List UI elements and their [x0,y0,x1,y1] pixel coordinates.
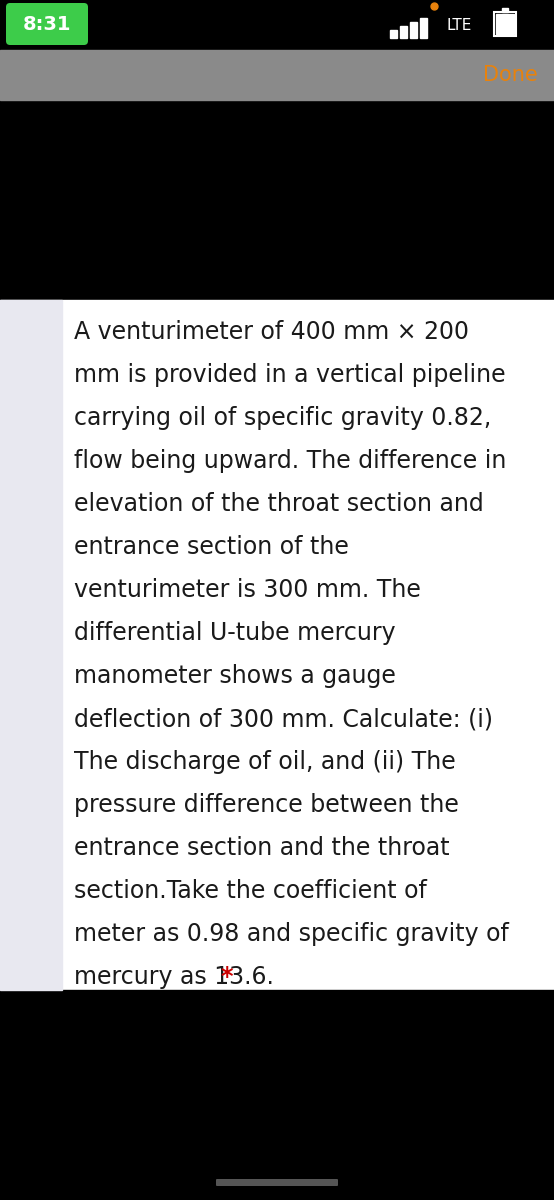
Text: entrance section of the: entrance section of the [74,535,349,559]
Text: pressure difference between the: pressure difference between the [74,793,459,817]
Text: manometer shows a gauge: manometer shows a gauge [74,664,396,688]
Text: Done: Done [483,65,538,85]
Bar [0,990,554,1200]
Text: 8:31: 8:31 [23,14,71,34]
Text: venturimeter is 300 mm. The: venturimeter is 300 mm. The [74,578,421,602]
Bar [400,26,407,38]
Bar [0,300,554,990]
Text: The discharge of oil, and (ii) The: The discharge of oil, and (ii) The [74,750,456,774]
Text: carrying oil of specific gravity 0.82,: carrying oil of specific gravity 0.82, [74,406,491,430]
Text: mm is provided in a vertical pipeline: mm is provided in a vertical pipeline [74,362,506,386]
Bar [502,8,508,12]
Text: LTE: LTE [446,18,471,32]
FancyBboxPatch shape [6,2,88,44]
Bar [410,22,417,38]
Text: flow being upward. The difference in: flow being upward. The difference in [74,449,506,473]
Text: differential U-tube mercury: differential U-tube mercury [74,622,396,646]
Text: entrance section and the throat: entrance section and the throat [74,836,450,860]
Bar [494,12,516,36]
Text: A venturimeter of 400 mm × 200: A venturimeter of 400 mm × 200 [74,320,469,344]
Text: deflection of 300 mm. Calculate: (i): deflection of 300 mm. Calculate: (i) [74,707,493,731]
Bar [0,50,554,100]
Bar [420,18,427,38]
Bar [0,300,62,990]
Bar [390,30,397,38]
Text: mercury as 13.6.: mercury as 13.6. [74,965,274,989]
Bar [496,14,514,34]
Bar [0,0,554,50]
Text: elevation of the throat section and: elevation of the throat section and [74,492,484,516]
Text: meter as 0.98 and specific gravity of: meter as 0.98 and specific gravity of [74,922,509,946]
FancyBboxPatch shape [216,1178,338,1186]
Text: *: * [220,965,233,989]
Text: section.Take the coefficient of: section.Take the coefficient of [74,878,427,902]
